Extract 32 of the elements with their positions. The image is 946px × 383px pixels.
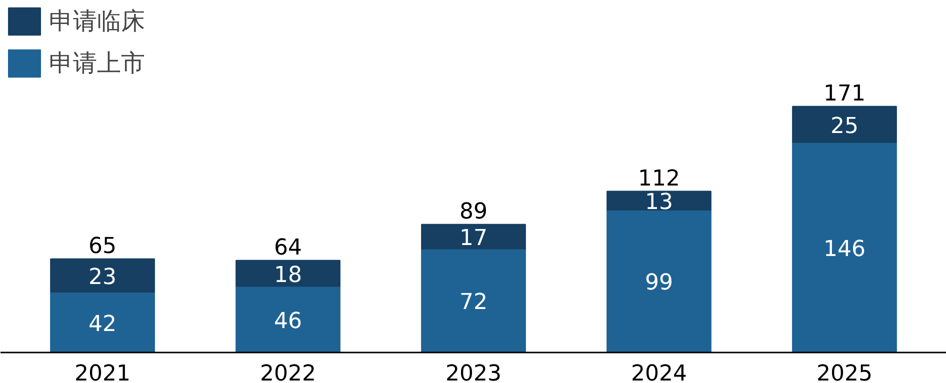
- bar: [606, 190, 712, 210]
- data-label: 17: [460, 226, 488, 252]
- bar: [421, 248, 526, 352]
- data-label: 18: [274, 262, 302, 288]
- legend-label: 申请临床: [49, 6, 145, 37]
- bar: [50, 292, 155, 352]
- data-label: 13: [644, 190, 673, 216]
- bar: [792, 106, 897, 143]
- bar: [236, 286, 340, 352]
- bar: [421, 224, 526, 250]
- x-tick-label: 2021: [74, 362, 131, 383]
- data-label: 99: [644, 270, 673, 296]
- x-tick-label: 2025: [816, 362, 872, 383]
- bar: [236, 260, 340, 287]
- data-label: 23: [88, 264, 117, 290]
- total-label: 112: [638, 166, 680, 192]
- data-label: 25: [830, 114, 858, 139]
- x-tick-label: 2024: [630, 362, 687, 383]
- data-label: 42: [88, 312, 117, 337]
- data-label: 72: [460, 290, 488, 316]
- x-tick-label: 2023: [446, 362, 502, 383]
- bar: [792, 142, 897, 352]
- total-label: 65: [88, 234, 117, 259]
- bar: [606, 209, 712, 352]
- total-label: 64: [274, 235, 302, 260]
- x-tick-label: 2022: [260, 362, 316, 383]
- data-label: 46: [274, 308, 302, 334]
- data-label: 146: [823, 236, 866, 262]
- total-label: 89: [460, 199, 488, 224]
- bar: [50, 258, 155, 293]
- legend-label: 申请上市: [49, 48, 145, 79]
- total-label: 171: [823, 81, 866, 106]
